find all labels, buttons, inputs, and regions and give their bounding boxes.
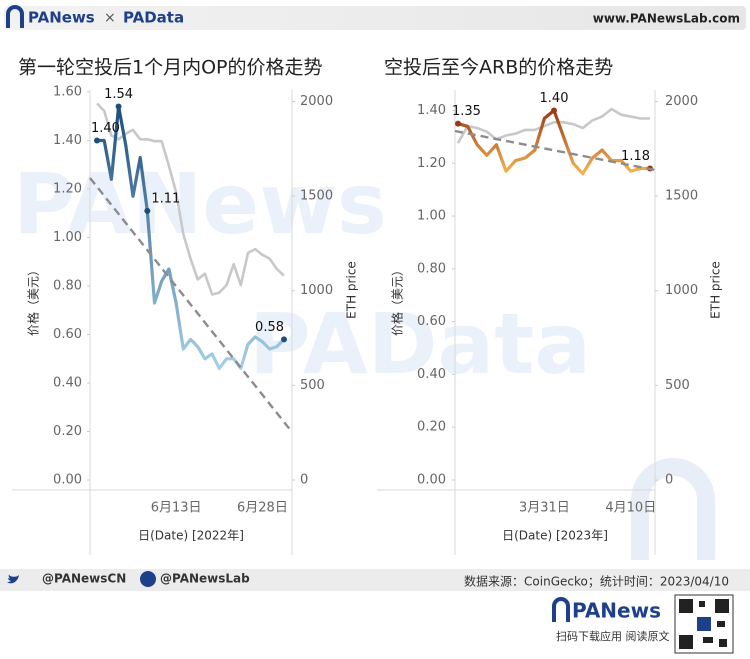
y-tick-label: 1.40 (53, 133, 82, 148)
y-tick-label: 1.00 (53, 230, 82, 245)
chart-title: 空投后至今ARB的价格走势 (384, 57, 613, 79)
chart-title: 第一轮空投后1个月内OP的价格走势 (18, 57, 323, 79)
y2-tick-label: 1500 (665, 189, 698, 204)
value-label: 1.11 (151, 191, 180, 206)
y-axis-title: 价格（美元） (390, 264, 405, 336)
y-tick-label: 0.00 (417, 473, 446, 488)
y2-tick-label: 2000 (665, 94, 698, 109)
value-label: 0.58 (255, 320, 284, 335)
brand: PANews (28, 9, 95, 27)
site: www.PANewsLab.com (593, 12, 740, 26)
logo-icon (552, 597, 570, 622)
value-label: 1.40 (91, 121, 120, 136)
y2-tick-label: 500 (300, 378, 325, 393)
y-tick-label: 0.40 (53, 376, 82, 391)
value-label: 1.35 (452, 104, 481, 119)
trend-line (89, 177, 293, 433)
watermark: PANews (13, 155, 387, 253)
x-tick-label: 3月31日 (519, 501, 570, 516)
line-series (456, 107, 650, 144)
source: 数据来源：CoinGecko；统计时间：2023/04/10 (464, 574, 729, 589)
y-tick-label: 0.60 (417, 314, 446, 329)
line-series (96, 102, 285, 296)
brand2: PAData (123, 9, 184, 27)
facebook-icon (140, 571, 156, 587)
x-tick-label: 4月10日 (605, 501, 656, 516)
y-tick-label: 1.20 (53, 182, 82, 197)
point (144, 207, 151, 214)
y2-tick-label: 1500 (300, 189, 333, 204)
y-axis-title: 价格（美元） (26, 264, 41, 336)
point (115, 103, 122, 110)
y-tick-label: 1.60 (53, 85, 82, 100)
y-tick-label: 0.00 (53, 473, 82, 488)
twitter-handle: @PANewsCN (42, 572, 126, 586)
point (281, 336, 287, 343)
y2-tick-label: 0 (665, 473, 673, 488)
x-axis-title: 日(Date) [2023年] (502, 529, 608, 543)
x-axis-title: 日(Date) [2022年] (138, 529, 244, 543)
qr-code (674, 594, 734, 654)
header-bar (4, 6, 746, 30)
logo-icon (6, 5, 24, 28)
y2-tick-label: 1000 (665, 283, 698, 298)
footer-brand: PANews (572, 599, 661, 623)
x-tick-label: 6月28日 (237, 501, 288, 516)
value-label: 1.18 (621, 149, 650, 164)
y2-tick-label: 1000 (300, 283, 333, 298)
footer-bar (0, 569, 750, 591)
y-tick-label: 0.80 (53, 279, 82, 294)
y-tick-label: 0.20 (53, 424, 82, 439)
point (455, 120, 461, 127)
twitter-icon (7, 574, 19, 584)
y-tick-label: 1.40 (417, 103, 446, 118)
watermark: PAData (249, 295, 591, 393)
point (551, 107, 557, 114)
y-tick-label: 0.60 (53, 327, 82, 342)
corner-logo (631, 458, 715, 560)
y2-axis-title: ETH price (345, 261, 359, 319)
y-tick-label: 0.40 (417, 367, 446, 382)
facebook-handle: @PANewsLab (160, 572, 250, 586)
y2-axis-title: ETH price (709, 261, 723, 319)
y-tick-label: 0.20 (417, 420, 446, 435)
value-label: 1.40 (540, 91, 569, 106)
trend-line (454, 129, 656, 172)
y2-tick-label: 500 (665, 378, 690, 393)
brand-cross: × (104, 10, 116, 26)
y-tick-label: 1.20 (417, 156, 446, 171)
y-tick-label: 1.00 (417, 209, 446, 224)
y2-tick-label: 2000 (300, 94, 333, 109)
y2-tick-label: 0 (300, 473, 308, 488)
y-tick-label: 0.80 (417, 261, 446, 276)
line-series (97, 105, 286, 370)
x-tick-label: 6月13日 (151, 501, 202, 516)
point (94, 137, 100, 144)
app-hint: 扫码下载应用 阅读原文 (556, 629, 670, 643)
value-label: 1.54 (104, 87, 133, 102)
